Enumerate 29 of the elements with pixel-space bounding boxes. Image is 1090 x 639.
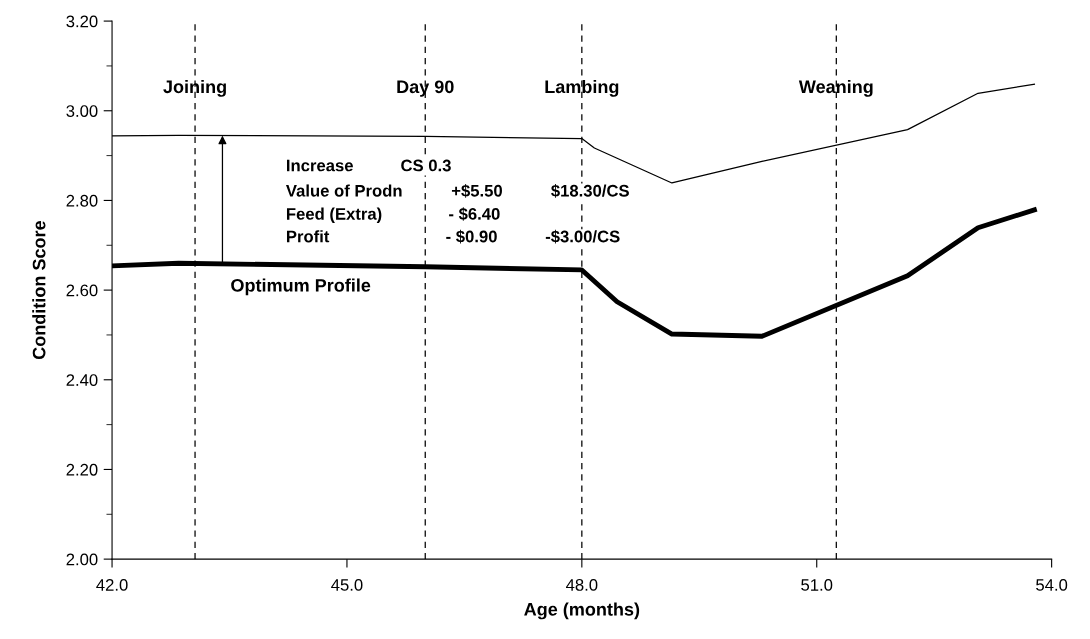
y-tick-label: 2.40 <box>66 374 98 386</box>
annotation: +$5.50 <box>451 184 502 198</box>
x-tick-label: 48.0 <box>566 579 598 591</box>
x-tick-label: 54.0 <box>1036 579 1068 591</box>
x-tick-label: 42.0 <box>96 579 128 591</box>
ref-line-label: Lambing <box>545 79 619 97</box>
y-tick-label: 2.20 <box>66 463 98 476</box>
series-label: Optimum Profile <box>231 278 371 296</box>
annotation: Value of Prodn <box>285 184 402 197</box>
y-tick-label: 2.60 <box>66 284 98 297</box>
annotation: - $6.40 <box>449 207 500 221</box>
y-tick-label: 2.80 <box>66 194 98 207</box>
ref-line-label: Day 90 <box>397 80 454 97</box>
y-tick-label: 3.20 <box>66 15 98 28</box>
x-tick-label: 45.0 <box>331 579 363 591</box>
annotation: - $0.90 <box>446 229 497 244</box>
y-axis-title: Condition Score <box>32 221 46 360</box>
annotation: Feed (Extra) <box>286 207 382 224</box>
annotation: Increase <box>286 159 353 172</box>
x-tick-label: 51.0 <box>801 579 833 591</box>
y-tick-label: 2.00 <box>66 553 98 566</box>
annotation: $18.30/CS <box>551 184 629 198</box>
annotation: CS 0.3 <box>401 159 451 172</box>
ref-line-label: Joining <box>163 79 226 97</box>
annotation: Profit <box>286 230 330 243</box>
y-tick-label: 3.00 <box>66 105 98 117</box>
x-axis-title: Age (months) <box>524 602 640 620</box>
ref-line-label: Weaning <box>798 79 873 97</box>
annotation: -$3.00/CS <box>545 229 620 244</box>
